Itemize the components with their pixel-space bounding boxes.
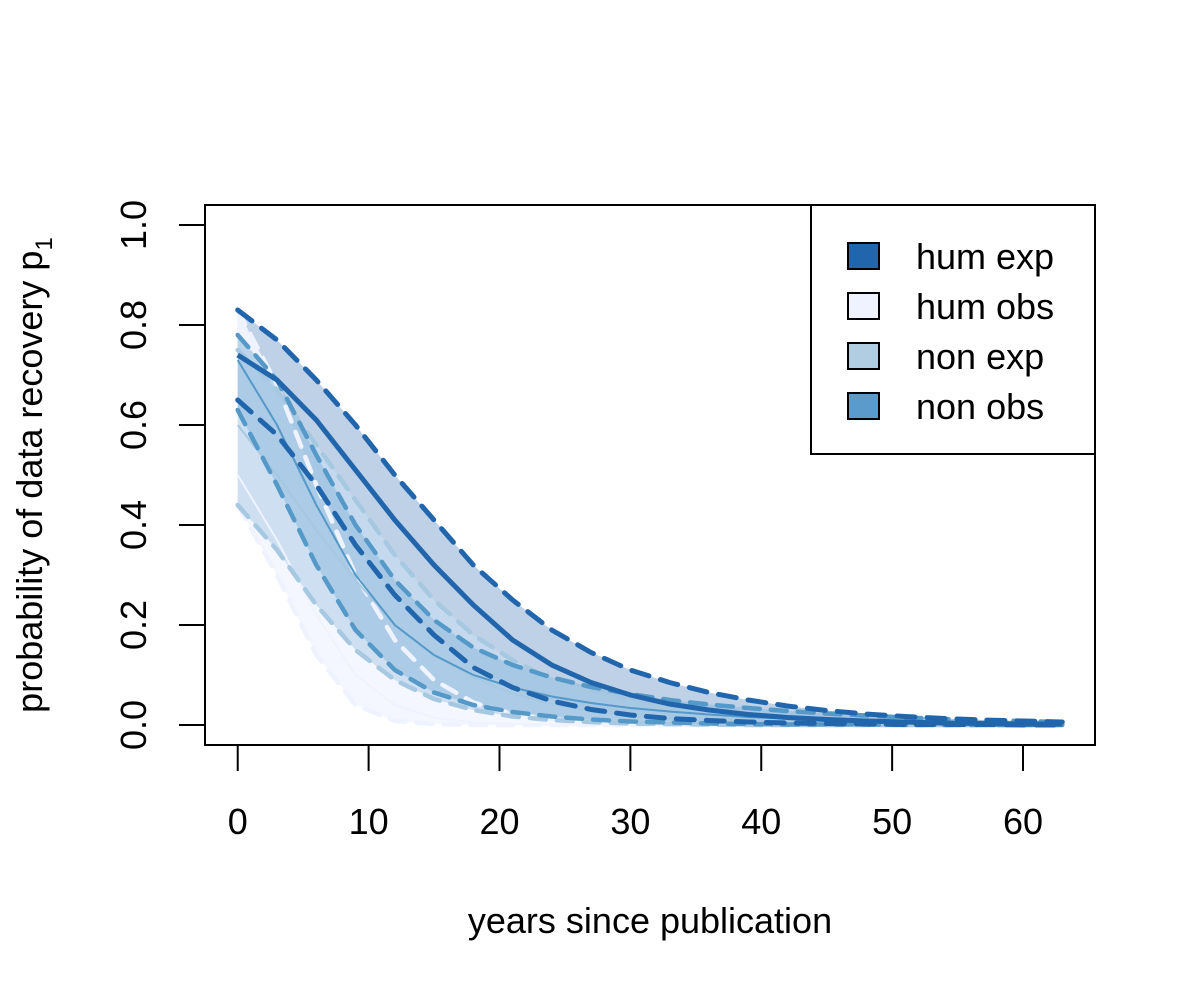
x-tick-label: 50	[872, 801, 912, 842]
y-tick-label: 1.0	[113, 200, 154, 250]
y-axis: 0.0 0.2 0.4 0.6 0.8 1.0	[113, 200, 206, 750]
legend-label-hum-exp: hum exp	[916, 236, 1054, 277]
x-axis: 0 10 20 30 40 50 60	[228, 744, 1043, 842]
series-lines	[235, 307, 1065, 728]
mean-line-hum-exp	[236, 352, 1063, 727]
x-tick-label: 0	[228, 801, 248, 842]
y-axis-label-text: probability of data recovery p	[9, 251, 50, 713]
y-tick-label: 0.6	[113, 400, 154, 450]
legend-swatch-hum-obs	[847, 292, 880, 320]
legend-swatch-hum-exp	[847, 242, 880, 270]
y-tick-label: 0.4	[113, 500, 154, 550]
legend-label-non-exp: non exp	[916, 336, 1044, 377]
y-tick-label: 0.0	[113, 700, 154, 750]
x-tick-label: 60	[1003, 801, 1043, 842]
legend-label-non-obs: non obs	[916, 386, 1044, 427]
y-tick-label: 0.8	[113, 300, 154, 350]
x-axis-label: years since publication	[468, 900, 832, 941]
legend-label-hum-obs: hum obs	[916, 286, 1054, 327]
legend: hum exp hum obs non exp non obs	[810, 204, 1096, 455]
legend-swatch-non-obs	[847, 392, 880, 420]
x-tick-label: 40	[741, 801, 781, 842]
x-tick-label: 30	[610, 801, 650, 842]
y-axis-label-subscript: 1	[31, 237, 58, 250]
y-tick-label: 0.2	[113, 600, 154, 650]
y-axis-label: probability of data recovery p1	[9, 237, 58, 713]
legend-swatch-non-exp	[847, 342, 880, 370]
upper-bound-hum-exp	[235, 307, 1065, 725]
x-tick-label: 10	[349, 801, 389, 842]
x-tick-label: 20	[479, 801, 519, 842]
